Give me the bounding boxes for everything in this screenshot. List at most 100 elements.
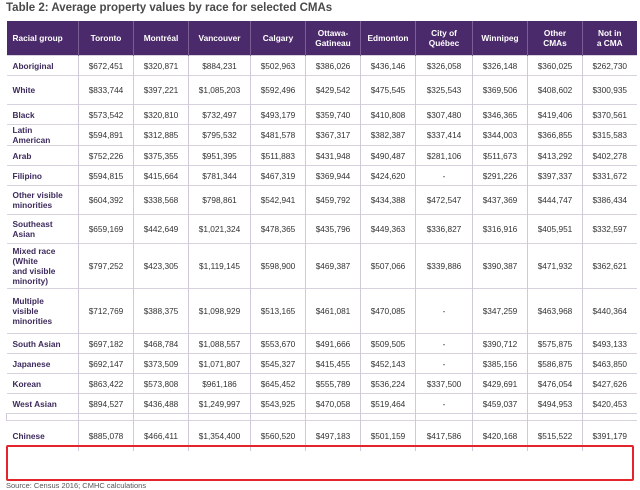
table-cell: - xyxy=(415,165,473,186)
table-cell: $476,054 xyxy=(527,373,583,394)
table-cell: $463,968 xyxy=(527,288,583,334)
table-cell: $491,666 xyxy=(305,333,361,354)
table-cell: $325,543 xyxy=(415,75,473,105)
table-cell: $470,085 xyxy=(360,288,416,334)
table-cell: $391,179 xyxy=(582,420,637,451)
row-label: West Asian xyxy=(6,393,79,414)
table-row: Mixed race (White and visible minority) $… xyxy=(6,243,637,289)
table-cell: $386,026 xyxy=(305,55,361,76)
table-cell: $604,392 xyxy=(78,185,134,215)
table-row: Multiple visible minorities $712,769 $388,… xyxy=(6,288,637,334)
table-row: West Asian $894,527 $436,488 $1,249,997 $543… xyxy=(6,393,637,414)
table-cell: $307,480 xyxy=(415,104,473,125)
column-header: Montréal xyxy=(133,21,189,56)
table-cell: $417,586 xyxy=(415,420,473,451)
table-cell: $894,527 xyxy=(78,393,134,414)
table-cell: $573,808 xyxy=(133,373,189,394)
table-cell: $598,900 xyxy=(250,243,306,289)
table-cell: $320,871 xyxy=(133,55,189,76)
table-cell: $884,231 xyxy=(188,55,251,76)
table-row: Chinese $885,078 $466,411 $1,354,400 $560,52… xyxy=(6,420,637,451)
table-cell: $543,925 xyxy=(250,393,306,414)
table-cell: $420,453 xyxy=(582,393,637,414)
table-row: Latin American $594,891 $312,885 $795,532 $4… xyxy=(6,124,637,146)
row-label: Aboriginal xyxy=(6,55,79,76)
table-cell: $961,186 xyxy=(188,373,251,394)
row-label: Chinese xyxy=(6,420,79,451)
column-header: Vancouver xyxy=(188,21,251,56)
table-cell: $429,691 xyxy=(472,373,528,394)
table-cell: - xyxy=(415,393,473,414)
table-cell: $373,509 xyxy=(133,353,189,374)
table-row: Southeast Asian $659,169 $442,649 $1,021,32… xyxy=(6,214,637,244)
table-cell: $592,496 xyxy=(250,75,306,105)
table-cell: $427,626 xyxy=(582,373,637,394)
table-cell: $397,337 xyxy=(527,165,583,186)
table-cell: $397,221 xyxy=(133,75,189,105)
table-cell: $586,875 xyxy=(527,353,583,374)
table-title: Table 2: Average property values by race… xyxy=(6,2,333,14)
table-row: Korean $863,422 $573,808 $961,186 $645,452 $5… xyxy=(6,373,637,394)
table-cell: $692,147 xyxy=(78,353,134,374)
table-cell: $951,395 xyxy=(188,145,251,166)
table-cell: $468,784 xyxy=(133,333,189,354)
row-label: Mixed race (White and visible minority) xyxy=(6,243,79,289)
row-label: South Asian xyxy=(6,333,79,354)
table-cell: $781,344 xyxy=(188,165,251,186)
table-cell: $594,815 xyxy=(78,165,134,186)
table-cell: $369,944 xyxy=(305,165,361,186)
source-note: Source: Census 2016; CMHC calculations xyxy=(6,481,147,490)
table-cell: - xyxy=(415,333,473,354)
column-header: Other CMAs xyxy=(527,21,583,56)
table-cell: $347,259 xyxy=(472,288,528,334)
table-cell: $490,487 xyxy=(360,145,416,166)
row-label: Latin American xyxy=(6,124,79,146)
table-cell: $344,003 xyxy=(472,124,528,146)
table-cell: $415,455 xyxy=(305,353,361,374)
table-cell: $553,670 xyxy=(250,333,306,354)
table-cell: $463,850 xyxy=(582,353,637,374)
table-cell: $332,597 xyxy=(582,214,637,244)
table-header-row: Racial group Toronto Montréal Vancouver Calg… xyxy=(6,21,637,56)
table-cell: $1,098,929 xyxy=(188,288,251,334)
table-cell: $436,488 xyxy=(133,393,189,414)
table-cell: $515,522 xyxy=(527,420,583,451)
table-cell: $1,354,400 xyxy=(188,420,251,451)
table-cell: $507,066 xyxy=(360,243,416,289)
table-cell: $444,747 xyxy=(527,185,583,215)
table-cell: $1,249,997 xyxy=(188,393,251,414)
table-cell: $339,886 xyxy=(415,243,473,289)
column-header-racial-group: Racial group xyxy=(6,21,79,56)
table-cell: $429,542 xyxy=(305,75,361,105)
table-cell: $300,935 xyxy=(582,75,637,105)
table-cell: $366,855 xyxy=(527,124,583,146)
table-cell: $370,561 xyxy=(582,104,637,125)
table-cell: $388,375 xyxy=(133,288,189,334)
table-cell: $386,434 xyxy=(582,185,637,215)
table-cell: $375,355 xyxy=(133,145,189,166)
table-cell: $461,081 xyxy=(305,288,361,334)
table-cell: $472,547 xyxy=(415,185,473,215)
table-row: Black $573,542 $320,810 $732,497 $493,179 $35… xyxy=(6,104,637,125)
table-cell: $346,365 xyxy=(472,104,528,125)
table-cell: $475,545 xyxy=(360,75,416,105)
table-cell: $863,422 xyxy=(78,373,134,394)
table-cell: $452,143 xyxy=(360,353,416,374)
table-cell: $420,168 xyxy=(472,420,528,451)
row-label: White xyxy=(6,75,79,105)
table-cell: $795,532 xyxy=(188,124,251,146)
column-header: Calgary xyxy=(250,21,306,56)
table-cell: $1,071,807 xyxy=(188,353,251,374)
table-cell: $497,183 xyxy=(305,420,361,451)
table-cell: $594,891 xyxy=(78,124,134,146)
table-row: Filipino $594,815 $415,664 $781,344 $467,319… xyxy=(6,165,637,186)
table-cell: $337,414 xyxy=(415,124,473,146)
table-row: Aboriginal $672,451 $320,871 $884,231 $502,9… xyxy=(6,55,637,76)
table-cell: $470,058 xyxy=(305,393,361,414)
table-cell: $478,365 xyxy=(250,214,306,244)
table-cell: $435,796 xyxy=(305,214,361,244)
table-cell: $1,085,203 xyxy=(188,75,251,105)
table-cell: - xyxy=(415,353,473,374)
column-header: Winnipeg xyxy=(472,21,528,56)
table-cell: $555,789 xyxy=(305,373,361,394)
